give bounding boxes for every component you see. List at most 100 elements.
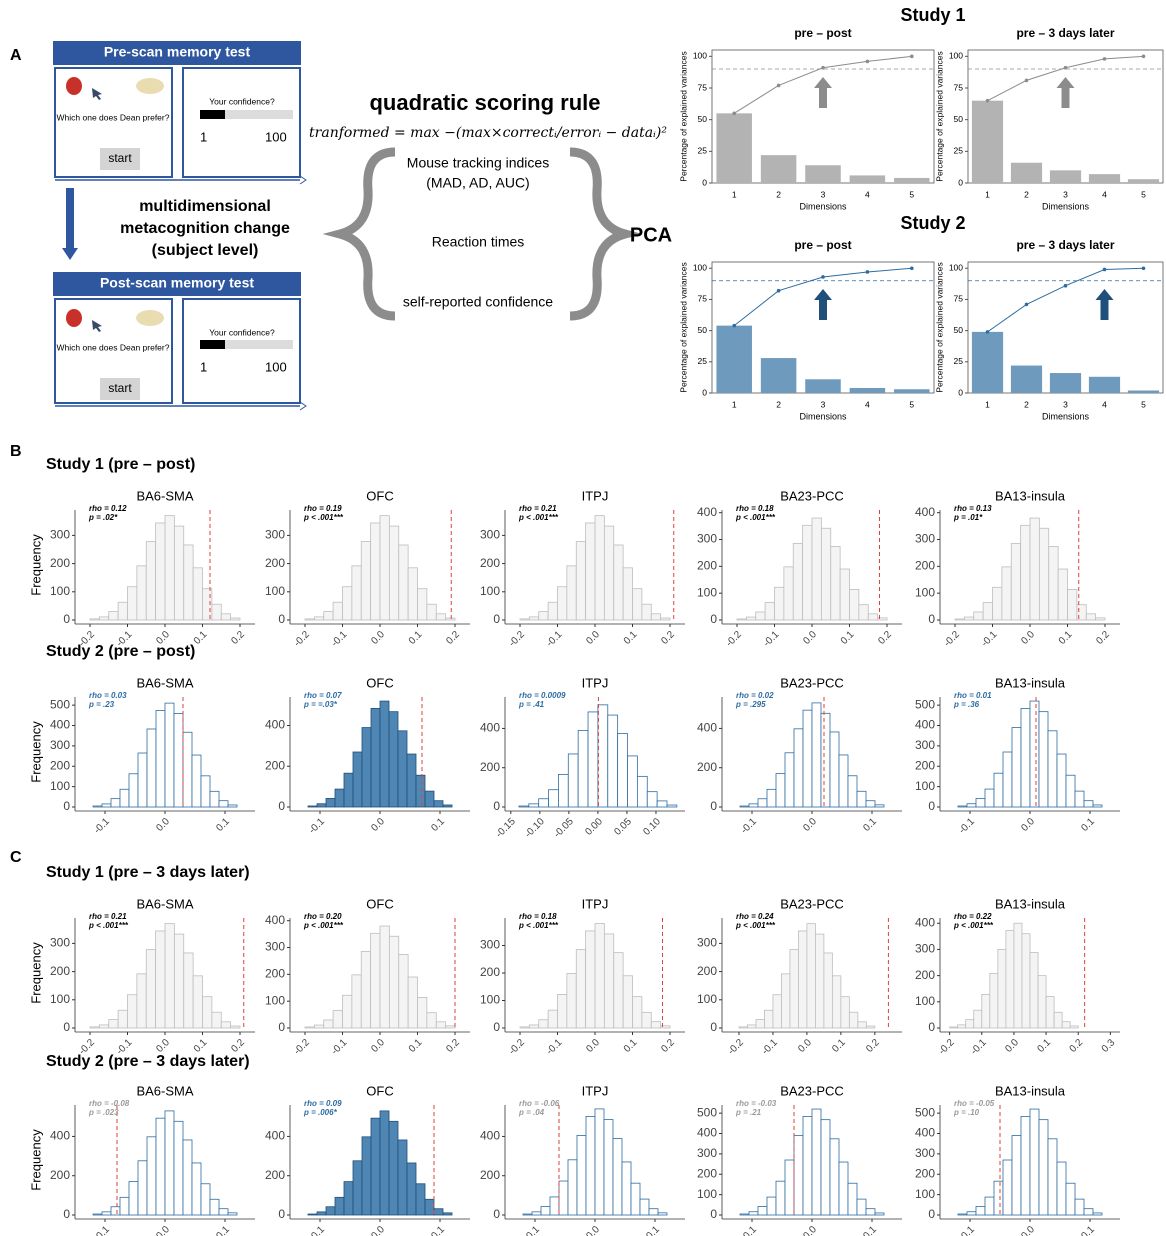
histogram-bar: [993, 587, 1002, 620]
y-tick-label: 0: [63, 799, 70, 813]
study-title: Study 2: [900, 213, 965, 233]
y-tick-label: 75: [954, 82, 964, 92]
histogram-bar: [362, 728, 371, 807]
y-tick-label: 300: [697, 1146, 717, 1160]
cursor: [92, 88, 102, 100]
x-tick-label: -0.1: [307, 816, 327, 836]
x-tick-label: 0.0: [1003, 1037, 1021, 1055]
histogram-bar: [1048, 731, 1057, 807]
histogram-bar: [657, 801, 667, 807]
p-annotation: p = .21: [735, 1108, 762, 1117]
histogram-bar: [183, 732, 192, 807]
histogram-bar: [380, 926, 389, 1028]
x-tick-label: 5: [909, 399, 914, 409]
histogram-bar: [604, 934, 613, 1028]
histogram-bar: [586, 1116, 595, 1215]
x-tick-label: -0.2: [507, 1037, 527, 1057]
histogram-bar: [305, 1027, 314, 1028]
histogram-bar: [109, 612, 118, 620]
bar: [972, 332, 1003, 393]
cursor: [92, 320, 102, 332]
x-tick-label: -0.1: [957, 816, 977, 836]
histogram-bar: [399, 545, 408, 620]
histogram-bar: [193, 568, 202, 620]
y-tick-label: 200: [480, 965, 500, 979]
x-tick-label: -0.1: [739, 816, 759, 836]
y-tick-label: 400: [915, 1126, 935, 1140]
middle-text: (subject level): [152, 242, 259, 259]
y-tick-label: 300: [50, 528, 70, 542]
histogram-bar: [344, 1182, 353, 1215]
x-tick-label: 0.0: [1019, 816, 1037, 834]
histogram-bar: [983, 603, 992, 620]
x-tick-label: 0.2: [444, 1037, 462, 1055]
histogram-bar: [1012, 1136, 1021, 1215]
histogram-bar: [794, 729, 803, 807]
histogram-bar: [784, 567, 793, 620]
chart-title: ITPJ: [582, 488, 609, 503]
histogram-bar: [595, 1109, 604, 1215]
y-tick-label: 0: [710, 1020, 717, 1034]
y-tick-label: 500: [915, 1105, 935, 1119]
p-annotation: p = .01*: [953, 513, 983, 522]
y-tick-label: 0: [958, 387, 963, 397]
histogram-bar: [1070, 1026, 1078, 1028]
x-tick-label: 0.1: [214, 816, 232, 834]
histogram-bar: [335, 789, 344, 807]
rho-annotation: rho = 0.03: [89, 691, 127, 700]
y-tick-label: 0: [63, 1020, 70, 1034]
histogram-bar: [137, 566, 146, 620]
x-tick-label: 3: [821, 399, 826, 409]
histogram-bar: [976, 798, 985, 807]
x-tick-label: 2: [1024, 189, 1029, 199]
histogram-bar: [128, 995, 137, 1028]
histogram-bar: [631, 1183, 640, 1215]
x-tick-label: 0.0: [1019, 629, 1037, 647]
down-arrow: [66, 188, 74, 248]
histogram-bar: [642, 604, 651, 620]
x-tick-label: 0.1: [192, 1037, 210, 1055]
y-tick-label: 300: [50, 738, 70, 752]
middle-text: metacognition change: [120, 220, 290, 237]
chart-title: BA6-SMA: [136, 1083, 193, 1098]
histogram-bar: [831, 546, 840, 620]
histogram-bar: [781, 974, 789, 1028]
left-brace: [340, 152, 395, 316]
slider-fill: [200, 110, 225, 119]
histogram-bar: [622, 1162, 631, 1215]
x-tick-label: -0.1: [522, 1224, 542, 1236]
y-tick-label: 100: [915, 585, 935, 599]
y-axis-label: Frequency: [28, 534, 43, 596]
histogram-bar: [1049, 546, 1058, 620]
histogram-bar: [520, 619, 529, 620]
chart-title: BA6-SMA: [136, 896, 193, 911]
x-tick-label: 2: [1024, 399, 1029, 409]
y-tick-label: 300: [915, 738, 935, 752]
rho-annotation: rho = 0.01: [954, 691, 992, 700]
histogram-bar: [219, 1209, 228, 1215]
study-title: Study 1: [900, 5, 965, 25]
histogram-bar: [408, 568, 417, 620]
histogram-bar: [994, 773, 1003, 807]
task-box: [183, 299, 300, 403]
histogram-bar: [416, 1184, 425, 1215]
x-tick-label: -0.1: [760, 1037, 780, 1057]
task-box: [183, 68, 300, 177]
histogram-bar: [776, 1181, 785, 1215]
x-tick-label: -0.2: [937, 1037, 957, 1057]
histogram-bar: [118, 1010, 127, 1028]
histogram-bar: [740, 1214, 749, 1215]
histogram-bar: [1057, 1162, 1066, 1215]
histogram-bar: [443, 1213, 452, 1215]
food-icon: [66, 309, 82, 327]
y-tick-label: 100: [697, 585, 717, 599]
histogram-bar: [353, 752, 362, 807]
cumulative-point: [866, 270, 870, 274]
x-axis-label: Dimensions: [1042, 411, 1090, 421]
histogram-bar: [380, 516, 389, 620]
histogram-bar: [317, 1212, 326, 1215]
x-tick-label: 0.1: [644, 1224, 662, 1236]
y-axis-label: Percentage of explained variances: [678, 262, 688, 392]
panel-label: A: [10, 47, 22, 64]
p-annotation: p < .001***: [303, 921, 344, 930]
